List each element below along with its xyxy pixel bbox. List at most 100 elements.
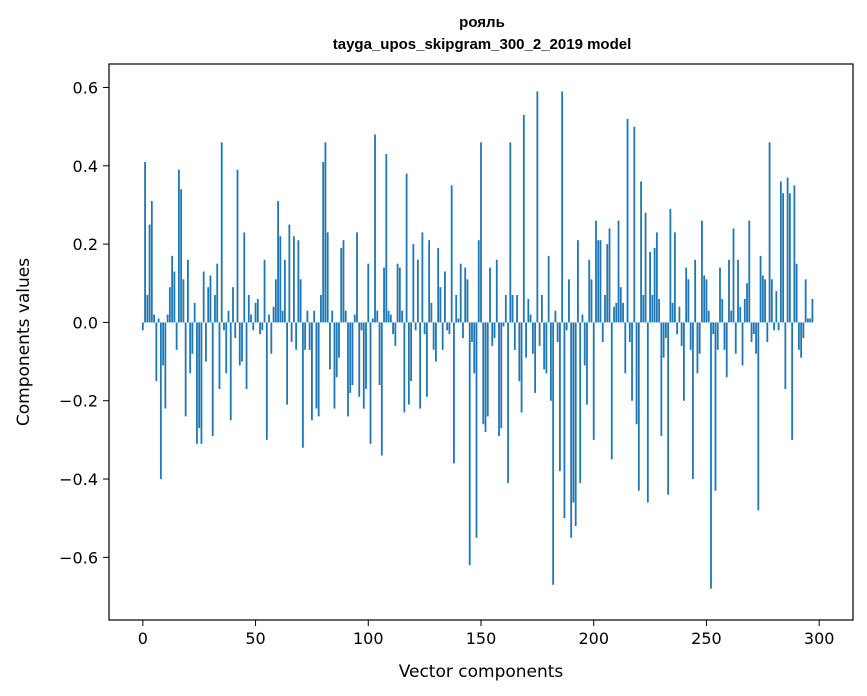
bar bbox=[547, 255, 550, 323]
bar bbox=[351, 322, 354, 386]
bar bbox=[759, 255, 762, 323]
bar bbox=[768, 142, 771, 323]
bar bbox=[356, 232, 358, 323]
bar bbox=[504, 295, 507, 323]
bar bbox=[662, 322, 665, 358]
bar bbox=[153, 314, 155, 323]
bar bbox=[579, 322, 582, 483]
bar bbox=[365, 322, 367, 389]
bar bbox=[308, 322, 311, 350]
bar bbox=[590, 279, 593, 323]
bar bbox=[349, 322, 352, 393]
bar bbox=[184, 322, 187, 417]
bar bbox=[624, 322, 627, 374]
bar bbox=[626, 118, 629, 323]
y-axis-ticks: −0.6 −0.4 −0.2 0.0 0.2 0.4 0.6 bbox=[59, 78, 109, 567]
bar bbox=[520, 322, 523, 413]
x-tick-label: 150 bbox=[466, 629, 497, 648]
y-tick-label: 0.6 bbox=[73, 78, 98, 97]
bar bbox=[453, 322, 455, 464]
bar bbox=[180, 189, 183, 323]
bar bbox=[617, 220, 620, 323]
bar bbox=[671, 302, 674, 323]
bar bbox=[380, 322, 383, 456]
bar bbox=[198, 322, 201, 429]
bar bbox=[144, 161, 146, 323]
bar bbox=[281, 310, 284, 323]
bar bbox=[660, 322, 663, 436]
x-tick-label: 250 bbox=[691, 629, 722, 648]
bar bbox=[405, 173, 408, 323]
bar bbox=[430, 302, 433, 323]
bar bbox=[653, 248, 656, 323]
bar bbox=[777, 322, 780, 331]
bar bbox=[378, 322, 381, 386]
bar bbox=[155, 322, 158, 382]
bar bbox=[649, 251, 651, 323]
bar bbox=[574, 322, 577, 527]
bar bbox=[782, 193, 785, 323]
y-tick-label: 0.2 bbox=[73, 235, 98, 254]
bar bbox=[680, 322, 683, 346]
bar bbox=[773, 322, 775, 331]
bar bbox=[338, 322, 340, 358]
bar bbox=[538, 322, 541, 346]
bar bbox=[676, 322, 679, 335]
bar bbox=[556, 322, 559, 342]
bar bbox=[286, 322, 289, 405]
bar bbox=[150, 201, 153, 323]
plot-area-frame bbox=[108, 63, 854, 621]
bar bbox=[734, 322, 737, 354]
bar bbox=[529, 314, 532, 323]
bar bbox=[326, 232, 329, 323]
bar bbox=[802, 322, 805, 339]
bar bbox=[493, 322, 496, 339]
bar bbox=[687, 279, 690, 323]
x-tick-label: 50 bbox=[245, 629, 265, 648]
bar bbox=[748, 220, 751, 323]
bar bbox=[678, 306, 681, 323]
bar bbox=[646, 322, 649, 503]
bar bbox=[462, 322, 464, 339]
bar bbox=[764, 279, 766, 323]
bar bbox=[238, 322, 241, 366]
bar bbox=[811, 298, 814, 323]
bar bbox=[344, 310, 347, 323]
bar bbox=[761, 275, 764, 323]
bar bbox=[175, 322, 178, 350]
bar bbox=[563, 322, 566, 519]
bar bbox=[696, 322, 699, 374]
bar bbox=[297, 240, 300, 323]
bar bbox=[637, 322, 640, 491]
bar bbox=[633, 126, 636, 323]
bar bbox=[513, 322, 516, 350]
bar bbox=[498, 322, 500, 436]
bar bbox=[683, 322, 685, 401]
bar bbox=[223, 322, 225, 331]
bar bbox=[410, 322, 413, 382]
bar bbox=[141, 322, 144, 331]
bar bbox=[259, 322, 261, 335]
bar bbox=[369, 322, 372, 444]
bar bbox=[586, 322, 588, 405]
bar bbox=[301, 322, 304, 448]
bar bbox=[770, 279, 773, 323]
bar bbox=[320, 295, 322, 323]
bar-series bbox=[141, 91, 814, 589]
bar bbox=[232, 287, 234, 323]
bar bbox=[797, 322, 800, 350]
bar bbox=[565, 322, 568, 331]
x-axis-label: Vector components bbox=[399, 662, 564, 682]
bar bbox=[732, 228, 735, 323]
bar bbox=[209, 275, 212, 323]
bar bbox=[162, 322, 165, 366]
bar bbox=[518, 322, 521, 382]
bar bbox=[455, 295, 458, 323]
bar bbox=[265, 322, 268, 440]
bar bbox=[592, 322, 595, 440]
bar bbox=[353, 314, 356, 323]
bar bbox=[531, 322, 534, 354]
bar bbox=[202, 271, 205, 323]
bar bbox=[193, 302, 196, 323]
bar bbox=[159, 322, 162, 480]
